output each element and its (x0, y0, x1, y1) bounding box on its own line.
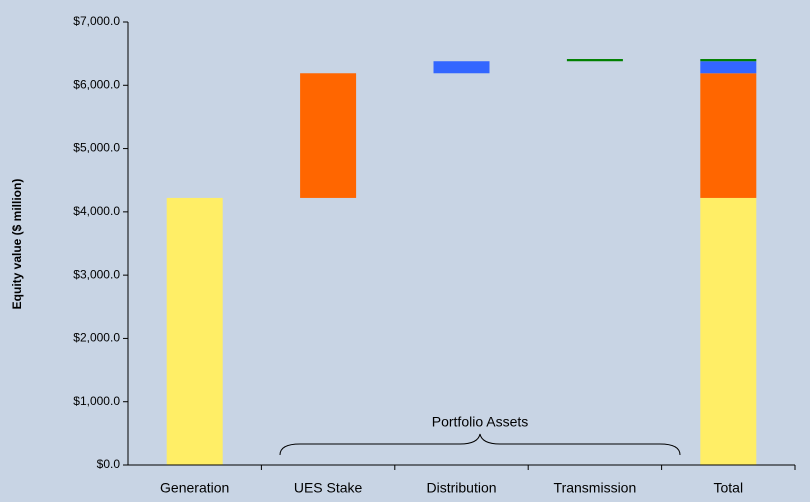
x-tick-label: UES Stake (294, 480, 363, 496)
brace (279, 433, 681, 456)
y-tick-label: $3,000.0 (73, 267, 120, 281)
y-tick-label: $0.0 (97, 457, 121, 471)
x-tick-label: Total (714, 480, 744, 496)
y-tick-label: $7,000.0 (73, 14, 120, 28)
total-segment (700, 59, 757, 62)
bar (166, 197, 223, 466)
annotation: Portfolio Assets (432, 414, 529, 430)
total-segment (700, 61, 757, 74)
total-segment (700, 73, 757, 198)
x-tick-label: Generation (160, 480, 229, 496)
y-tick-label: $2,000.0 (73, 331, 120, 345)
y-axis-label: Equity value ($ million) (10, 179, 24, 310)
x-tick-label: Distribution (426, 480, 496, 496)
bar (300, 73, 357, 198)
y-tick-label: $6,000.0 (73, 77, 120, 91)
y-tick-label: $4,000.0 (73, 204, 120, 218)
bar (433, 61, 490, 74)
bar (566, 59, 623, 62)
y-tick-label: $1,000.0 (73, 394, 120, 408)
x-tick-label: Transmission (554, 480, 637, 496)
total-segment (700, 197, 757, 466)
y-tick-label: $5,000.0 (73, 141, 120, 155)
